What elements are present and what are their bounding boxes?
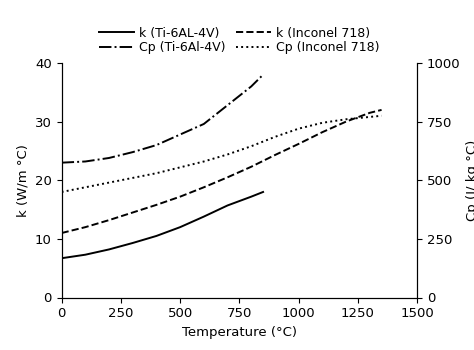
Y-axis label: Cp (J/ kg °C): Cp (J/ kg °C) [466,140,474,221]
Y-axis label: k (W/m °C): k (W/m °C) [17,144,29,217]
Legend: k (Ti-6AL-4V), Cp (Ti-6Al-4V), k (Inconel 718), Cp (Inconel 718): k (Ti-6AL-4V), Cp (Ti-6Al-4V), k (Incone… [100,27,379,54]
X-axis label: Temperature (°C): Temperature (°C) [182,326,297,339]
